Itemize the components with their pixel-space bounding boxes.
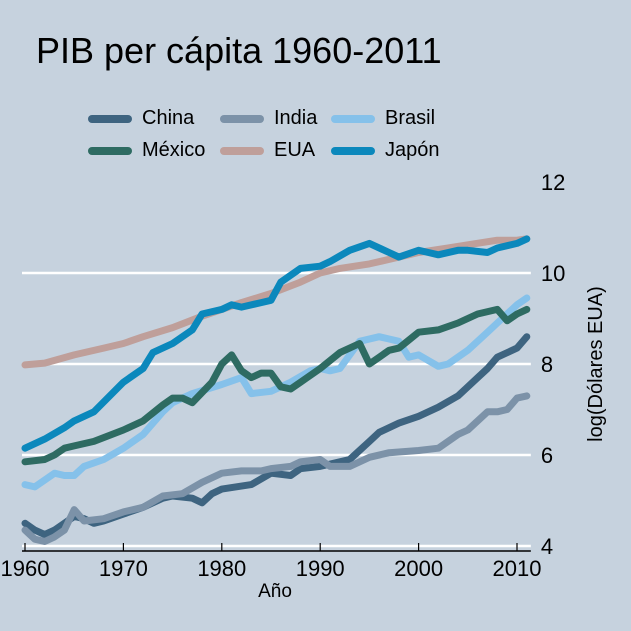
legend-item: China <box>88 107 194 130</box>
legend-swatch <box>220 146 264 155</box>
legend-label: Brasil <box>385 107 436 129</box>
legend-item: India <box>220 107 317 130</box>
legend-swatch <box>88 146 132 155</box>
x-tick-label: 1960 <box>1 556 50 581</box>
x-tick-label: 1980 <box>197 556 246 581</box>
y-tick-label: 6 <box>541 443 553 468</box>
legend-item: Brasil <box>331 107 435 130</box>
legend-swatch <box>331 146 375 155</box>
y-tick-label: 10 <box>541 261 565 286</box>
legend-label: México <box>142 139 206 161</box>
x-tick-label: 2000 <box>394 556 443 581</box>
series-line-mexico <box>21 305 531 466</box>
legend-label: China <box>142 107 195 129</box>
axes: 4 6 8 10 12 1960 1970 1980 1990 2000 2010 <box>1 170 566 581</box>
legend-label: EUA <box>274 139 316 161</box>
x-tick-label: 2010 <box>493 556 542 581</box>
legend-item: Japón <box>331 139 440 162</box>
series-line-eua <box>21 235 531 369</box>
chart-title: PIB per cápita 1960-2011 <box>36 30 442 71</box>
series-line-japon <box>21 235 531 452</box>
series-line-india <box>21 392 531 545</box>
series-lines <box>21 235 531 545</box>
y-tick-label: 8 <box>541 352 553 377</box>
legend-label: Japón <box>385 139 440 161</box>
x-axis-label: Año <box>258 581 292 602</box>
legend-label: India <box>274 107 318 129</box>
legend-swatch <box>88 114 132 123</box>
y-tick-label: 12 <box>541 170 565 195</box>
y-axis-label: log(Dólares EUA) <box>585 286 607 442</box>
legend-swatch <box>331 114 375 123</box>
legend-item: México <box>88 139 205 162</box>
y-tick-label: 4 <box>541 534 553 559</box>
legend-swatch <box>220 114 264 123</box>
legend-item: EUA <box>220 139 315 162</box>
series-line-brasil <box>21 294 531 491</box>
x-tick-label: 1990 <box>296 556 345 581</box>
x-tick-label: 1970 <box>99 556 148 581</box>
